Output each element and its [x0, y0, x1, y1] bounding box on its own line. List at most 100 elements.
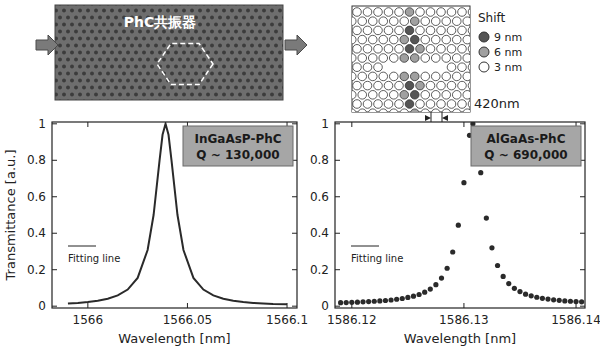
lattice-hole: [426, 100, 435, 109]
fit-legend-line: [351, 246, 379, 247]
legend-label: 3 nm: [494, 61, 522, 74]
lattice-hole: [452, 17, 461, 26]
lattice-hole: [368, 17, 377, 26]
y-tick-label: 0.8: [310, 153, 329, 167]
lattice-hole: [421, 17, 430, 26]
data-point: [579, 299, 584, 304]
lattice-hole: [374, 8, 383, 17]
lattice-hole: [426, 8, 435, 17]
y-tick: [335, 196, 340, 197]
y-tick: [52, 269, 57, 270]
y-tick-label: 0: [321, 299, 329, 313]
lattice-hole: [368, 109, 377, 112]
period-tick: [442, 112, 443, 122]
lattice-hole: [416, 8, 425, 17]
lattice-hole: [363, 26, 372, 35]
lattice-hole: [405, 81, 414, 90]
data-point: [512, 286, 517, 291]
y-tick-label: 0.2: [27, 263, 46, 277]
y-tick: [335, 160, 340, 161]
lattice-hole: [468, 100, 470, 109]
lattice-hole: [395, 26, 404, 35]
data-point: [484, 216, 489, 221]
data-point: [545, 296, 550, 301]
y-tick: [52, 196, 57, 197]
data-point: [394, 297, 399, 302]
annotation-text: Q ~ 690,000: [484, 148, 567, 162]
lattice-hole: [416, 26, 425, 35]
lattice-hole: [416, 81, 425, 90]
lattice-hole: [405, 100, 414, 109]
schematic-frame: [352, 6, 470, 112]
y-axis-label: Transmittance [a.u.]: [3, 150, 18, 282]
y-tick: [580, 306, 585, 307]
lattice-hole: [437, 45, 446, 54]
data-point: [562, 298, 567, 303]
lattice-hole: [458, 8, 467, 17]
data-point: [445, 266, 450, 271]
lattice-hole: [437, 100, 446, 109]
annotation-box: [471, 126, 581, 166]
data-point: [433, 282, 438, 287]
data-point: [439, 275, 444, 280]
schematic: [342, 6, 482, 117]
lattice-hole: [358, 72, 367, 81]
data-point: [568, 299, 573, 304]
data-point: [557, 298, 562, 303]
lattice-hole: [421, 72, 430, 81]
annotation-text: Q ~ 130,000: [196, 148, 279, 162]
lattice-hole: [363, 45, 372, 54]
lattice-hole: [358, 109, 367, 112]
lattice-hole: [400, 109, 409, 112]
chart: 00.20.40.60.8115661566.051566.1Wavelengt…: [3, 117, 308, 346]
lattice-hole: [374, 26, 383, 35]
lattice-hole: [384, 45, 393, 54]
x-tick-label: 1586.14: [551, 313, 600, 327]
data-point: [355, 300, 360, 305]
sem-label: PhC共振器: [124, 14, 197, 30]
annotation-text: AlGaAs-PhC: [487, 132, 566, 146]
data-point: [478, 170, 483, 175]
data-point: [495, 263, 500, 268]
data-point: [506, 281, 511, 286]
legend-swatch: [479, 62, 489, 72]
sem-image: PhC共振器: [55, 5, 283, 100]
data-point: [338, 300, 343, 305]
y-tick: [335, 233, 340, 234]
lattice-hole: [452, 91, 461, 100]
lattice-hole: [368, 54, 377, 63]
figure: PhC共振器Shift9 nm6 nm3 nm420nm00.20.40.60.…: [0, 0, 600, 353]
lattice-hole: [368, 72, 377, 81]
x-tick-label: 1566: [73, 313, 104, 327]
x-tick: [187, 303, 188, 308]
lattice-hole: [426, 81, 435, 90]
transmission-line: [68, 124, 287, 305]
y-tick: [335, 123, 340, 124]
data-layer: [338, 122, 584, 305]
lattice-hole: [463, 91, 470, 100]
lattice-hole: [379, 17, 388, 26]
data-point: [540, 296, 545, 301]
lattice-hole: [400, 91, 409, 100]
y-tick-label: 0.4: [27, 226, 46, 240]
lattice-hole: [352, 54, 356, 63]
y-tick: [580, 196, 585, 197]
legend-title: Shift: [478, 11, 506, 25]
lattice-hole: [421, 54, 430, 63]
lattice-hole: [437, 8, 446, 17]
lattice-hole: [463, 35, 470, 44]
lattice-hole: [458, 100, 467, 109]
lattice-hole: [421, 91, 430, 100]
lattice-hole: [410, 54, 419, 63]
legend-swatch: [479, 32, 489, 42]
y-tick-label: 0.8: [27, 153, 46, 167]
lattice-hole: [442, 91, 451, 100]
lattice-hole: [353, 45, 362, 54]
fit-legend-label: Fitting line: [68, 253, 120, 264]
x-tick: [87, 303, 88, 308]
lattice-hole: [421, 35, 430, 44]
data-point: [411, 294, 416, 299]
lattice-hole: [463, 17, 470, 26]
y-tick-label: 0.6: [27, 190, 46, 204]
x-tick-label: 1566.05: [163, 313, 213, 327]
